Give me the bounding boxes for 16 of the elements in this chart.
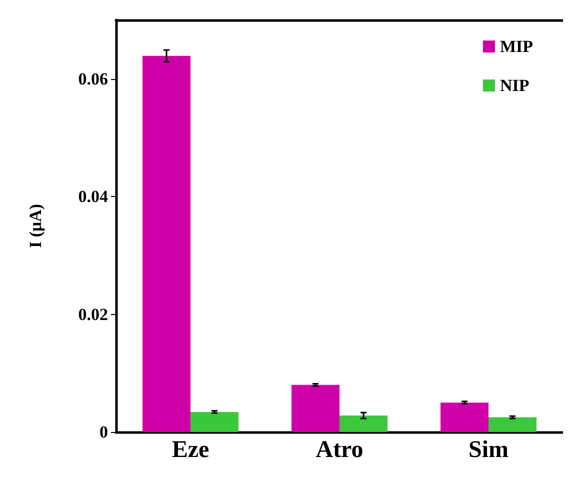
x-tick-label: Eze (172, 437, 210, 463)
bar (190, 412, 238, 432)
bar (340, 416, 388, 432)
bar (440, 402, 488, 432)
x-tick-label: Sim (468, 437, 509, 463)
bar (488, 417, 536, 432)
y-tick-label: 0.06 (78, 69, 108, 88)
bar (292, 384, 340, 432)
x-tick-label: Atro (316, 437, 364, 463)
bar (142, 56, 190, 432)
legend-label: NIP (500, 76, 530, 95)
y-tick-label: 0.02 (78, 304, 108, 324)
y-tick-label: 0 (100, 422, 108, 442)
legend-label: MIP (500, 37, 533, 56)
y-tick-label: 0.04 (78, 187, 108, 206)
y-axis-title: I (μA) (26, 204, 45, 248)
